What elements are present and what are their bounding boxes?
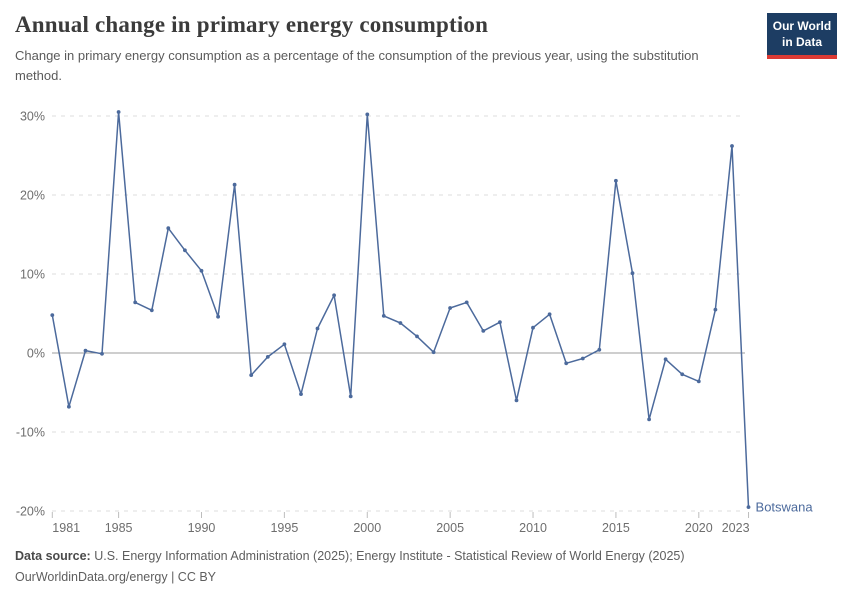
data-point-1988[interactable] [166,226,171,231]
data-point-2017[interactable] [647,417,651,422]
owid-logo[interactable]: Our World in Data [767,13,837,60]
owid-logo-line2: in Data [781,34,822,49]
license-line[interactable]: OurWorldinData.org/energy | CC BY [15,570,217,585]
owid-logo-accent-bar [767,55,837,60]
data-point-1993[interactable] [249,373,254,377]
y-tick-label--20: -20% [16,505,45,519]
x-tick-label-1995: 1995 [270,521,298,535]
y-tick-label--10: -10% [16,426,45,440]
data-point-2003[interactable] [415,334,419,339]
data-point-2016[interactable] [630,271,635,276]
data-point-1982[interactable] [67,404,71,409]
data-point-1985[interactable] [116,110,121,114]
x-tick-label-2015: 2015 [602,521,630,535]
x-tick-label-2020: 2020 [685,521,713,535]
chart-footer: Data source: U.S. Energy Information Adm… [15,546,835,589]
data-point-1989[interactable] [183,248,187,253]
owid-logo-line1: Our World [772,19,832,33]
data-source-text: U.S. Energy Information Administration (… [90,549,685,563]
data-source-label: Data source: [15,549,91,563]
data-point-2015[interactable] [614,178,618,183]
data-point-2018[interactable] [663,357,668,362]
chart-subtitle: Change in primary energy consumption as … [15,48,699,83]
data-point-2005[interactable] [448,306,452,310]
data-point-1987[interactable] [149,308,154,313]
chart-header: Annual change in primary energy consumpt… [15,12,755,85]
data-point-2011[interactable] [547,312,552,317]
data-point-1984[interactable] [100,351,104,356]
data-point-1992[interactable] [232,182,237,187]
data-point-1990[interactable] [199,268,204,273]
data-point-1991[interactable] [216,314,221,319]
data-point-2023[interactable] [746,505,751,509]
data-point-2020[interactable] [696,379,701,384]
data-point-2008[interactable] [498,320,502,325]
data-point-1996[interactable] [299,392,303,396]
y-tick-label-30: 30% [20,110,45,124]
data-point-2021[interactable] [713,307,718,312]
data-point-1998[interactable] [332,293,336,298]
data-point-2002[interactable] [398,321,403,325]
data-point-1999[interactable] [348,394,353,399]
data-point-2004[interactable] [431,350,436,355]
data-source-line: Data source: U.S. Energy Information Adm… [15,546,835,567]
x-tick-label-2023: 2023 [722,521,750,535]
x-tick-label-2010: 2010 [519,521,547,535]
series-label-botswana[interactable]: Botswana [756,500,814,515]
data-point-2007[interactable] [481,329,486,333]
data-point-1986[interactable] [133,300,138,305]
data-point-2006[interactable] [464,300,469,305]
x-tick-label-2005: 2005 [436,521,464,535]
x-tick-label-1981: 1981 [52,521,80,535]
data-point-1983[interactable] [83,348,88,353]
data-point-1997[interactable] [315,326,320,331]
data-point-2019[interactable] [680,372,685,377]
y-tick-label-0: 0% [27,347,45,361]
data-point-1981[interactable] [50,313,55,317]
owid-logo-box: Our World in Data [767,13,837,56]
data-point-2014[interactable] [597,347,602,352]
data-point-1995[interactable] [282,342,287,347]
data-point-1994[interactable] [265,355,270,359]
data-point-2010[interactable] [531,325,535,330]
data-point-2001[interactable] [381,314,386,318]
data-point-2000[interactable] [365,112,370,117]
x-tick-label-2000: 2000 [353,521,381,535]
x-tick-label-1990: 1990 [188,521,216,535]
series-line-botswana[interactable] [51,111,750,508]
y-tick-label-20: 20% [20,189,45,203]
data-point-2012[interactable] [564,361,569,366]
y-tick-label-10: 10% [20,268,45,282]
data-point-2022[interactable] [730,144,734,148]
x-tick-label-1985: 1985 [105,521,133,535]
page-title: Annual change in primary energy consumpt… [15,12,489,37]
data-point-2009[interactable] [514,398,519,403]
data-point-2013[interactable] [580,356,585,361]
